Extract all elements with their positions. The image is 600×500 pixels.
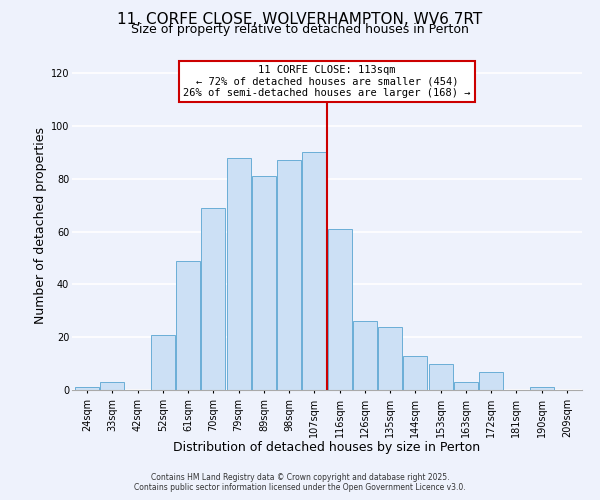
Bar (302, 152, 326, 390)
Bar (378, 326, 402, 390)
Bar (176, 260, 200, 390)
Text: Size of property relative to detached houses in Perton: Size of property relative to detached ho… (131, 22, 469, 36)
Bar (530, 388, 554, 390)
Bar (403, 356, 427, 390)
X-axis label: Distribution of detached houses by size in Perton: Distribution of detached houses by size … (173, 441, 481, 454)
Bar (151, 334, 175, 390)
Text: Contains HM Land Registry data © Crown copyright and database right 2025.
Contai: Contains HM Land Registry data © Crown c… (134, 473, 466, 492)
Bar (353, 322, 377, 390)
Text: 11 CORFE CLOSE: 113sqm
← 72% of detached houses are smaller (454)
26% of semi-de: 11 CORFE CLOSE: 113sqm ← 72% of detached… (183, 65, 471, 98)
Bar (252, 176, 276, 390)
Bar (202, 208, 226, 390)
Bar (328, 229, 352, 390)
Y-axis label: Number of detached properties: Number of detached properties (34, 126, 47, 324)
Bar (479, 372, 503, 390)
Bar (428, 364, 452, 390)
Bar (100, 382, 124, 390)
Bar (454, 382, 478, 390)
Bar (277, 160, 301, 390)
Bar (75, 388, 99, 390)
Text: 11, CORFE CLOSE, WOLVERHAMPTON, WV6 7RT: 11, CORFE CLOSE, WOLVERHAMPTON, WV6 7RT (118, 12, 482, 28)
Bar (227, 158, 251, 390)
